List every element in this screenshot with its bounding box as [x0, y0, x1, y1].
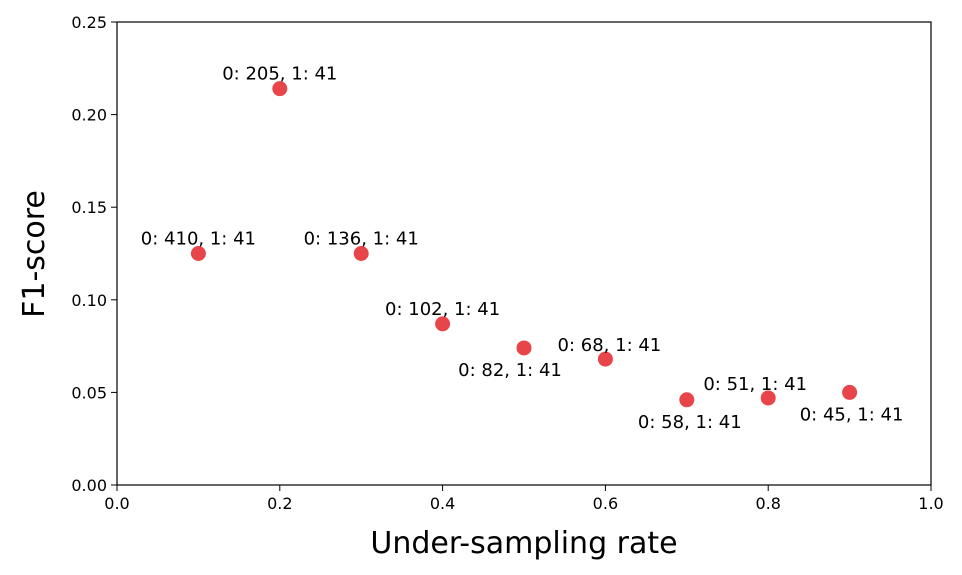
point-annotations: 0: 410, 1: 41 0: 205, 1: 41 0: 136, 1: 41 0…	[141, 64, 904, 433]
data-points	[190, 81, 858, 408]
point-label: 0: 136, 1: 41	[304, 229, 419, 250]
y-tick-label: 0.10	[71, 291, 107, 310]
data-point	[760, 390, 776, 406]
x-tick-label: 0.4	[430, 494, 455, 513]
x-tick-label: 0.2	[267, 494, 292, 513]
x-axis-title: Under-sampling rate	[370, 526, 677, 561]
point-label: 0: 205, 1: 41	[222, 64, 337, 85]
point-label: 0: 68, 1: 41	[558, 335, 662, 356]
point-label: 0: 82, 1: 41	[458, 360, 562, 381]
y-axis-title: F1-score	[17, 190, 52, 318]
y-tick-label: 0.15	[71, 198, 107, 217]
x-tick-label: 1.0	[918, 494, 943, 513]
data-point	[516, 340, 532, 356]
data-point	[842, 384, 858, 400]
data-point	[597, 351, 613, 367]
data-point	[679, 392, 695, 408]
x-tick-label: 0.0	[104, 494, 129, 513]
y-tick-label: 0.25	[71, 13, 107, 32]
x-tick-label: 0.8	[755, 494, 780, 513]
x-tick-label: 0.6	[593, 494, 618, 513]
point-label: 0: 410, 1: 41	[141, 229, 256, 250]
y-tick-label: 0.00	[71, 476, 107, 495]
point-label: 0: 102, 1: 41	[385, 299, 500, 320]
data-point	[190, 246, 206, 261]
point-label: 0: 58, 1: 41	[638, 412, 742, 433]
plot-frame	[116, 21, 932, 486]
point-label: 0: 51, 1: 41	[703, 374, 807, 395]
data-point	[435, 316, 451, 332]
y-tick-label: 0.20	[71, 106, 107, 125]
axis-ticks: 0.0 0.2 0.4 0.6 0.8 1.0 0.00 0.05 0.10 0.15 0.20 0.…	[71, 13, 943, 513]
data-point	[272, 81, 288, 97]
point-label: 0: 45, 1: 41	[800, 404, 904, 425]
y-tick-label: 0.05	[71, 383, 107, 402]
data-point	[353, 246, 369, 261]
